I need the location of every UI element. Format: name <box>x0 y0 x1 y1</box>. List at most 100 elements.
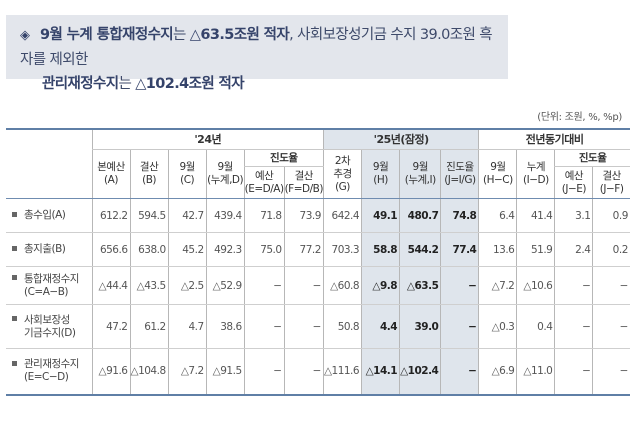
table-cell: △102.4 <box>399 348 441 395</box>
square-bullet-icon <box>12 316 17 321</box>
table-cell: 4.4 <box>361 304 400 349</box>
table-row: 총지출(B) 656.6 638.0 45.2 492.3 75.0 77.2 703.3 58… <box>6 232 630 267</box>
col-header-J-F: 결산 (J−F) <box>592 166 630 199</box>
row-header-corner <box>6 129 92 199</box>
table-cell: 594.5 <box>129 198 169 233</box>
table-row: 총수입(A) 612.2 594.5 42.7 439.4 71.8 73.9 642.4 49… <box>6 198 630 233</box>
unit-label: (단위: 조원, %, %p) <box>537 112 622 123</box>
table-cell: 703.3 <box>322 232 362 267</box>
table-cell: − <box>243 266 285 305</box>
table-cell: − <box>592 348 630 395</box>
summary-text: 는 <box>118 76 136 92</box>
square-bullet-icon <box>12 360 17 366</box>
table-cell: 480.7 <box>399 198 441 233</box>
summary-bold: △63.5조원 적자 <box>189 27 290 43</box>
col-header-F: 결산 (F=D/B) <box>283 166 323 199</box>
table-cell: − <box>554 266 593 305</box>
table-cell: 50.8 <box>322 304 362 349</box>
col-header-G: 2차 추경 (G) <box>322 149 362 199</box>
table-cell: 41.4 <box>516 198 555 233</box>
group-header-2025: '25년(잠정) <box>322 129 479 150</box>
table-cell: 75.0 <box>243 232 285 267</box>
table-cell: △60.8 <box>322 266 362 305</box>
table-cell: 642.4 <box>322 198 362 233</box>
table-cell: △52.9 <box>205 266 245 305</box>
table-cell: 77.4 <box>440 232 479 267</box>
table-cell: 61.2 <box>129 304 169 349</box>
col-header-H: 9월 (H) <box>361 149 400 199</box>
table-cell: 612.2 <box>91 198 130 233</box>
table-row: 사회보장성 기금수지(D) 47.2 61.2 4.7 38.6− −50.8 4.4 39.0… <box>6 304 630 349</box>
table-row: 통합재정수지 (C=A−B) △44.4 △43.5 △2.5 △52.9− − △60.8 △… <box>6 266 630 305</box>
table-cell: 4.7 <box>167 304 207 349</box>
table-cell: 38.6 <box>205 304 245 349</box>
table-cell: − <box>243 304 285 349</box>
summary-box: ◈ 9월 누계 통합재정수지는 △63.5조원 적자, 사회보장성기금 수지 39… <box>6 15 508 92</box>
col-header-J-E: 예산 (J−E) <box>554 166 593 199</box>
table-cell: 45.2 <box>167 232 207 267</box>
table-cell: 6.4 <box>478 198 517 233</box>
table-cell: 74.8 <box>440 198 479 233</box>
group-header-2024: '24년 <box>91 129 324 150</box>
col-header-I-D: 누계 (I−D) <box>516 149 555 199</box>
table-cell: 51.9 <box>516 232 555 267</box>
row-label: 총지출(B) <box>6 232 92 267</box>
table-cell: △6.9 <box>478 348 517 395</box>
table-cell: △2.5 <box>167 266 207 305</box>
table-cell: − <box>592 266 630 305</box>
table-cell: 73.9 <box>283 198 324 233</box>
summary-text: 는 <box>173 27 190 43</box>
table-cell: △104.8 <box>129 348 169 395</box>
table-cell: △14.1 <box>361 348 400 395</box>
table-cell: 656.6 <box>91 232 130 267</box>
summary-line-2: 관리재정수지는 △102.4조원 적자 <box>20 72 498 96</box>
table-cell: − <box>440 304 479 349</box>
table-cell: 492.3 <box>205 232 245 267</box>
col-header-B: 결산 (B) <box>129 149 169 199</box>
table-row: 관리재정수지 (E=C−D) △91.6 △104.8 △7.2 △91.5− − △111.… <box>6 348 630 395</box>
table-cell: △9.8 <box>361 266 400 305</box>
row-label: 통합재정수지 (C=A−B) <box>6 266 92 305</box>
table-cell: △111.6 <box>322 348 362 395</box>
col-header-I: 9월 (누계,I) <box>399 149 441 199</box>
col-header-progress-yoy: 진도율 <box>554 149 630 167</box>
table-cell: 58.8 <box>361 232 400 267</box>
table-cell: − <box>283 266 324 305</box>
table-cell: 0.9 <box>592 198 630 233</box>
table-cell: △11.0 <box>516 348 555 395</box>
fiscal-balance-table: '24년 '25년(잠정) 전년동기대비 본예산 (A) 결산 (B) 9월 (C) … <box>6 128 630 396</box>
col-header-C: 9월 (C) <box>167 149 207 199</box>
table-cell: △43.5 <box>129 266 169 305</box>
table-cell: 3.1 <box>554 198 593 233</box>
table-cell: 77.2 <box>283 232 324 267</box>
table-cell: △7.2 <box>478 266 517 305</box>
table-cell: − <box>440 348 479 395</box>
table-body: 총수입(A) 612.2 594.5 42.7 439.4 71.8 73.9 642.4 49… <box>6 198 630 395</box>
table-cell: − <box>283 304 324 349</box>
table-cell: 0.2 <box>592 232 630 267</box>
summary-bold: 관리재정수지 <box>42 76 119 92</box>
table-cell: 13.6 <box>478 232 517 267</box>
group-header-yoy: 전년동기대비 <box>478 129 630 150</box>
summary-line-1: ◈ 9월 누계 통합재정수지는 △63.5조원 적자, 사회보장성기금 수지 39… <box>20 23 498 72</box>
table-cell: 0.4 <box>516 304 555 349</box>
row-label: 사회보장성 기금수지(D) <box>6 304 92 349</box>
table-cell: △0.3 <box>478 304 517 349</box>
row-label: 총수입(A) <box>6 198 92 233</box>
table-cell: 638.0 <box>129 232 169 267</box>
table-cell: 2.4 <box>554 232 593 267</box>
table-cell: − <box>440 266 479 305</box>
table-cell: − <box>243 348 285 395</box>
table-cell: 49.1 <box>361 198 400 233</box>
summary-bold: △102.4조원 적자 <box>135 76 245 92</box>
summary-text: , 사회보장성기금 수지 39.0조원 흑자를 제외한 <box>20 27 493 68</box>
table-cell: 544.2 <box>399 232 441 267</box>
table-cell: 439.4 <box>205 198 245 233</box>
table-cell: − <box>592 304 630 349</box>
summary-bold: 9월 누계 통합재정수지 <box>40 27 174 43</box>
table-cell: △10.6 <box>516 266 555 305</box>
table-cell: △63.5 <box>399 266 441 305</box>
table-cell: △91.5 <box>205 348 245 395</box>
table-cell: − <box>554 348 593 395</box>
col-header-H-C: 9월 (H−C) <box>478 149 517 199</box>
